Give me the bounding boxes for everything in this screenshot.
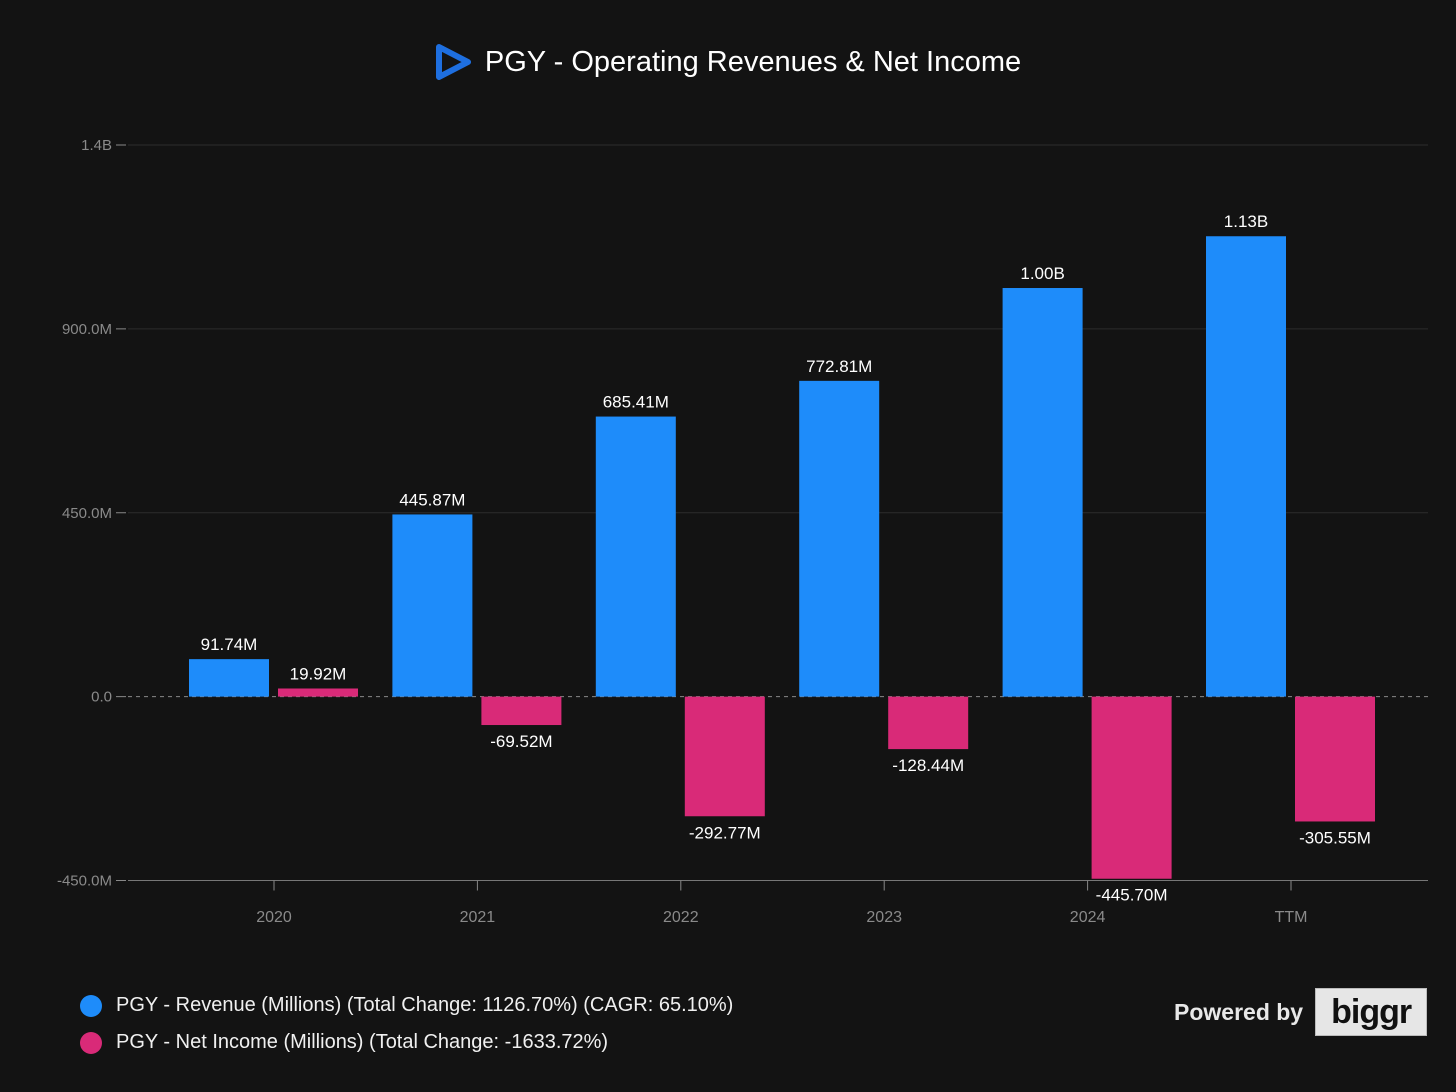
data-label: 1.13B [1224, 212, 1268, 231]
net-income-bar [1091, 696, 1172, 879]
x-tick-label: 2020 [256, 909, 292, 926]
chart-plot: -450.0M 0.0 450.0M 900.0M 1.4B 2020 91.74M 19.9… [57, 137, 1428, 926]
y-tick-label: 1.4B [81, 137, 112, 154]
data-label: 685.41M [603, 393, 669, 412]
net-income-bar [684, 696, 765, 817]
legend-swatch [80, 994, 102, 1017]
revenue-bar [595, 416, 676, 697]
logo-icon [435, 44, 471, 80]
legend-item-net-income[interactable]: PGY - Net Income (Millions) (Total Chang… [80, 1024, 733, 1061]
revenue-bar [189, 659, 269, 697]
data-label: 19.92M [290, 664, 347, 683]
x-tick-label: TTM [1275, 909, 1308, 926]
chart-title: PGY - Operating Revenues & Net Income [0, 44, 1456, 80]
chart-title-text: PGY - Operating Revenues & Net Income [484, 45, 1022, 78]
net-income-bar [481, 696, 562, 726]
net-income-bar [278, 688, 358, 697]
x-tick-label: 2023 [866, 909, 902, 926]
revenue-bar [1002, 288, 1083, 697]
legend: PGY - Revenue (Millions) (Total Change: … [80, 987, 733, 1061]
powered-by-text: Powered by [1174, 998, 1304, 1025]
y-tick-label: 900.0M [62, 321, 112, 338]
y-tick-label: 450.0M [62, 505, 112, 522]
x-tick-label: 2024 [1070, 909, 1106, 926]
legend-label: PGY - Revenue (Millions) (Total Change: … [116, 994, 734, 1016]
data-label: 445.87M [399, 490, 465, 509]
data-label: 772.81M [806, 357, 872, 376]
net-income-bar [1295, 696, 1375, 822]
revenue-bar [799, 380, 880, 697]
data-label: -292.77M [689, 823, 761, 842]
revenue-bar [1206, 236, 1286, 697]
y-tick-label: 0.0 [91, 689, 112, 706]
data-label: -128.44M [892, 756, 964, 775]
data-label: -445.70M [1096, 886, 1168, 905]
y-tick-label: -450.0M [57, 873, 112, 890]
data-label: -305.55M [1299, 828, 1371, 847]
net-income-bar [888, 696, 969, 750]
legend-label: PGY - Net Income (Millions) (Total Chang… [116, 1031, 609, 1053]
legend-swatch [80, 1031, 102, 1054]
x-tick-label: 2022 [663, 909, 699, 926]
x-tick-label: 2021 [460, 909, 496, 926]
biggr-logo: biggr [1315, 988, 1428, 1036]
revenue-bar [392, 514, 473, 697]
data-label: 91.74M [201, 635, 258, 654]
data-label: 1.00B [1020, 264, 1064, 283]
data-label: -69.52M [490, 732, 552, 751]
powered-by: Powered by biggr [1174, 988, 1428, 1036]
legend-item-revenue[interactable]: PGY - Revenue (Millions) (Total Change: … [80, 987, 733, 1024]
